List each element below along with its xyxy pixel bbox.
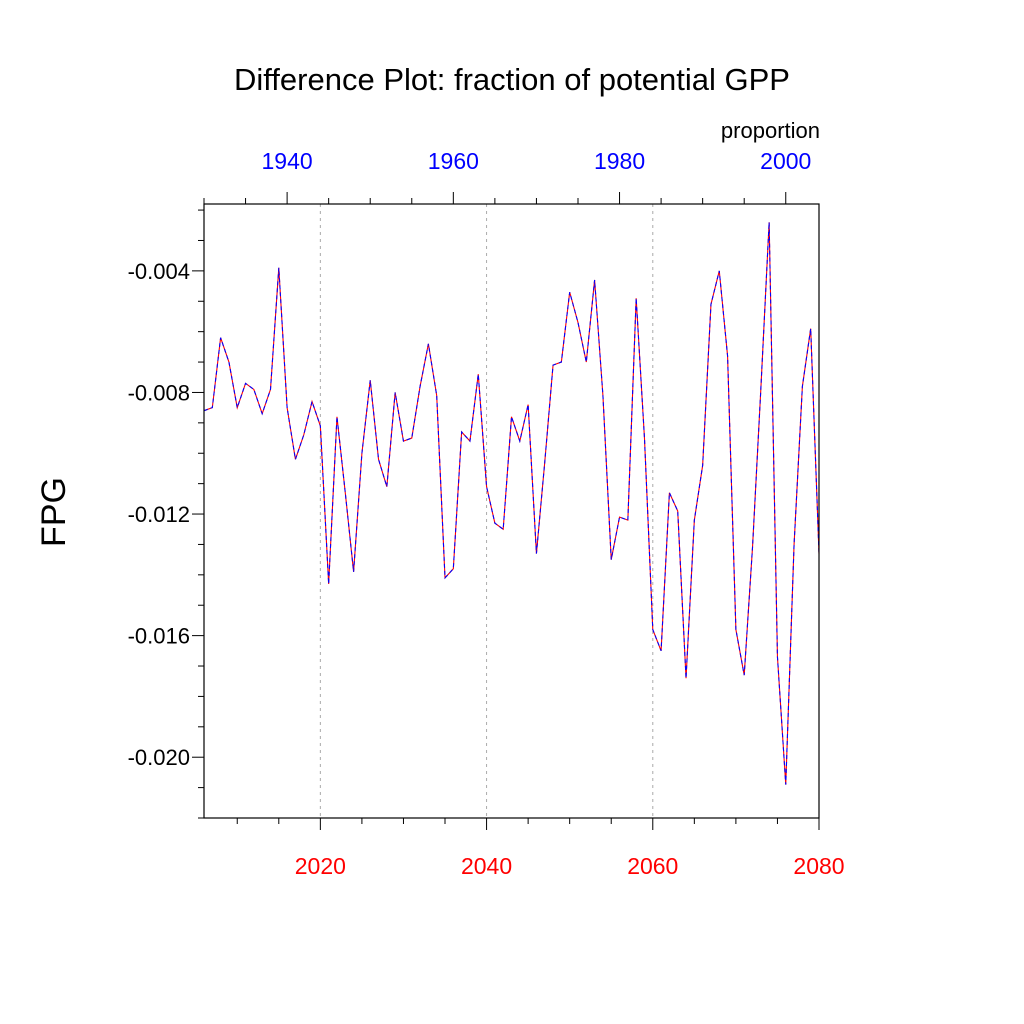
series-lines	[203, 222, 820, 785]
chart-title: Difference Plot: fraction of potential G…	[234, 62, 790, 97]
y-tick-label: -0.020	[128, 745, 190, 770]
grid-lines	[319, 204, 654, 818]
x-top-tick-label: 1940	[262, 148, 313, 174]
series-line-future	[203, 222, 820, 785]
y-tick-label: -0.004	[128, 259, 190, 284]
axis-ticks	[192, 192, 820, 830]
y-tick-label: -0.012	[128, 502, 190, 527]
plot-frame	[203, 203, 820, 819]
x-top-tick-label: 1960	[428, 148, 479, 174]
x-top-tick-label: 1980	[594, 148, 645, 174]
units-label: proportion	[721, 118, 820, 143]
y-tick-label: -0.008	[128, 380, 190, 405]
x-top-tick-label: 2000	[760, 148, 811, 174]
x-bottom-tick-label: 2040	[461, 853, 512, 879]
series-line-historical	[203, 222, 820, 785]
y-tick-label: -0.016	[128, 624, 190, 649]
x-bottom-tick-label: 2080	[793, 853, 844, 879]
x-bottom-tick-label: 2060	[627, 853, 678, 879]
x-bottom-tick-label: 2020	[295, 853, 346, 879]
y-axis-label: FPG	[35, 477, 73, 547]
tick-labels: -0.004 -0.008 -0.012 -0.016 -0.020 2020 2040 20…	[128, 148, 845, 879]
